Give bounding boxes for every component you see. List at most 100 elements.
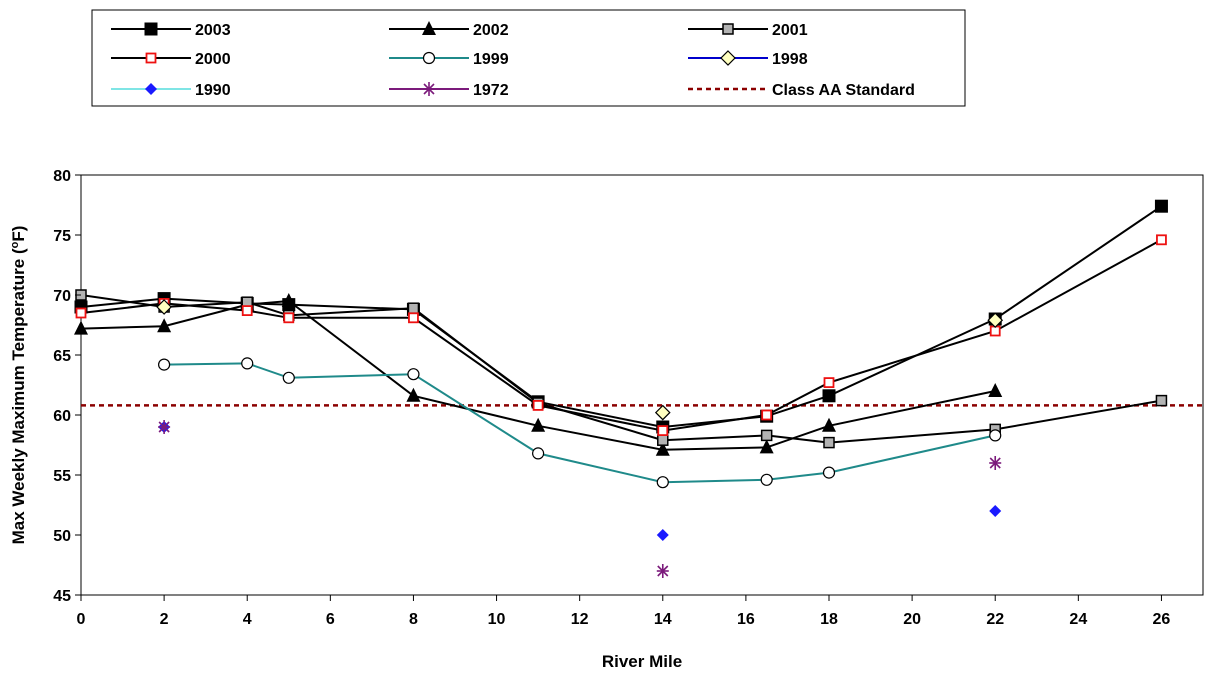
legend-swatch-marker [144,22,158,36]
data-point-2000 [657,425,669,437]
data-point-1999 [282,371,295,384]
data-point-1998 [987,312,1004,329]
y-tick-label: 80 [53,168,71,185]
data-point-1990 [989,505,1002,517]
legend-label: 1998 [772,51,808,68]
y-axis-title-main: Max Weekly Maximum Temperature ( [9,248,28,544]
data-point-1998 [654,404,671,421]
y-axis-title: Max Weekly Maximum Temperature (oF) [9,226,28,545]
legend-entry-1990: 1990 [111,82,231,99]
legend-label: 2002 [473,22,509,39]
data-point-1999 [656,476,669,489]
x-tick-label: 0 [77,611,86,628]
data-point-2002 [531,417,546,432]
legend-box [91,9,966,107]
data-point-2000 [408,312,419,324]
data-point-1999 [989,429,1002,442]
data-point-1972 [656,564,669,578]
plot-frame [80,174,1204,596]
data-point-1999 [241,357,254,370]
legend-swatch-marker [145,52,157,64]
legend-label: 1972 [473,82,509,99]
y-tick-label: 70 [53,288,71,305]
legend-label: 2000 [195,51,231,68]
data-point-1990 [656,529,669,541]
y-axis-title-degree: o [9,241,21,248]
y-axis-title-unit: F) [9,226,28,242]
legend-label: 1990 [195,82,231,99]
data-point-2001 [823,436,835,449]
x-tick-label: 22 [986,611,1004,628]
x-tick-label: 8 [409,611,418,628]
legend-swatch-marker [422,51,436,65]
legend-items: 2003 2002 2001 2000 1999 1998 1990 1972 Class AA… [111,21,915,99]
data-point-2000 [75,307,87,319]
data-point-2001 [407,302,420,314]
y-tick-label: 75 [53,228,71,245]
data-point-2000 [1156,234,1167,246]
data-point-2000 [241,305,253,317]
data-point-2000 [283,312,295,324]
legend-entry-2002: 2002 [389,21,509,39]
legend-entry-1999: 1999 [389,51,509,68]
series-line-2002 [80,299,996,451]
legend-label: 1999 [473,51,509,68]
legend-swatch-marker [722,23,734,35]
legend-entry-2003: 2003 [111,22,231,39]
y-tick-label: 50 [53,528,71,545]
legend-label: 2003 [195,22,231,39]
legend-label: Class AA Standard [772,82,915,99]
data-point-2000 [823,377,835,389]
y-tick-label: 55 [53,468,71,485]
legend-swatch-marker [423,82,435,96]
data-point-2000 [532,399,544,411]
data-point-2002 [74,320,88,335]
x-tick-label: 14 [654,611,672,628]
data-point-2002 [281,293,296,307]
x-tick-label: 2 [160,611,169,628]
x-tick-label: 6 [326,611,335,628]
data-point-1999 [407,368,420,381]
x-axis-title: River Mile [602,652,682,671]
data-point-2003 [822,389,836,403]
y-axis: 45 50 55 60 65 70 75 80 [53,168,81,605]
data-point-2001 [657,434,669,446]
x-axis: 0 2 4 6 8 10 12 14 16 18 20 22 24 26 [77,595,1171,628]
data-point-1999 [158,358,171,371]
data-point-2002 [655,441,670,456]
legend-entry-class-aa-standard: Class AA Standard [688,82,915,99]
x-tick-label: 24 [1069,611,1087,628]
data-point-2002 [157,318,172,333]
legend-swatch-marker [422,21,436,35]
data-point-2001 [760,429,773,442]
legend-entry-2000: 2000 [111,51,231,68]
x-tick-label: 20 [903,611,921,628]
data-point-2002 [406,387,421,402]
legend-swatch-marker [145,83,157,95]
x-tick-label: 26 [1153,611,1171,628]
data-point-1999 [532,447,545,460]
data-point-1998 [156,299,172,315]
data-point-2002 [759,439,774,454]
data-point-1972 [158,420,171,434]
data-point-1972 [989,456,1002,470]
x-tick-label: 4 [243,611,252,628]
legend-label: 2001 [772,22,808,39]
x-tick-label: 16 [737,611,755,628]
x-tick-label: 18 [820,611,838,628]
data-point-2003 [1154,199,1168,213]
x-tick-label: 10 [488,611,506,628]
x-tick-label: 12 [571,611,589,628]
y-tick-label: 45 [53,588,71,605]
data-point-1999 [822,466,836,479]
legend-entry-1972: 1972 [389,82,509,99]
y-tick-label: 60 [53,408,71,425]
data-point-2000 [761,409,773,421]
legend-swatch-marker [720,50,736,66]
data-point-2002 [822,417,836,432]
legend-entry-1998: 1998 [688,50,808,68]
y-tick-label: 65 [53,348,71,365]
data-point-2001 [1155,394,1168,407]
